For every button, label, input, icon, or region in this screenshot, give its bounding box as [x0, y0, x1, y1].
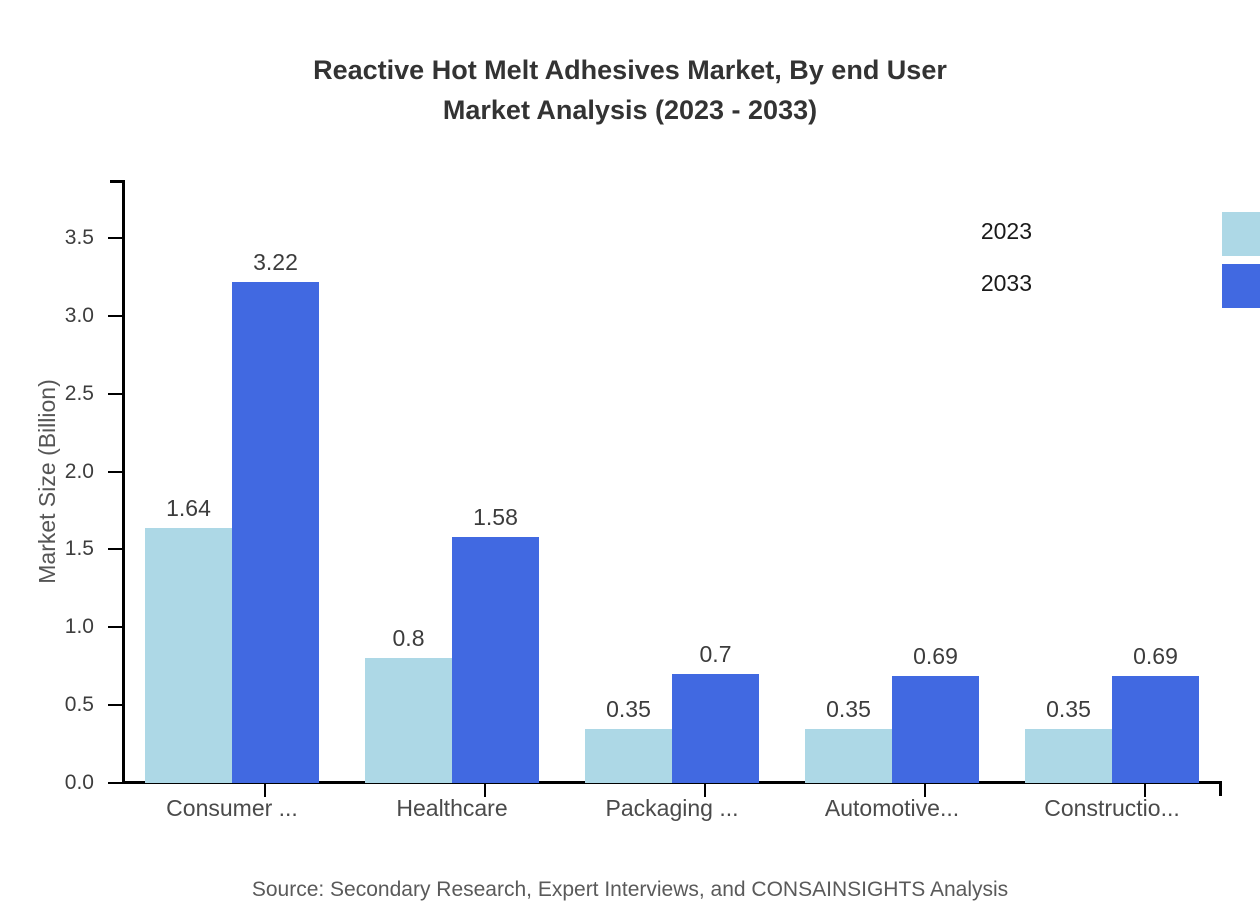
- bar-2023-0[interactable]: [145, 527, 232, 783]
- y-tick-label-7: 3.5: [64, 226, 94, 249]
- y-tick-label-3: 1.5: [64, 537, 94, 561]
- bar-value-label-2023-2: 0.35: [606, 695, 651, 722]
- y-tick-7: [108, 237, 122, 239]
- x-tick-4: [1143, 783, 1146, 797]
- y-axis-title: Market Size (Billion): [34, 379, 60, 584]
- y-tick-2: [108, 626, 122, 629]
- bar-2023-4[interactable]: [1025, 728, 1112, 783]
- bar-2033-1[interactable]: [452, 536, 539, 783]
- y-tick-label-2: 1.0: [64, 615, 94, 639]
- bar-value-label-2033-3: 0.69: [913, 642, 958, 669]
- bar-value-label-2023-0: 1.64: [166, 494, 211, 521]
- bar-2033-0[interactable]: [232, 281, 319, 783]
- y-tick-6: [108, 314, 122, 317]
- x-tick-label-2: Packaging ...: [605, 795, 739, 821]
- legend-swatch-2023: [1222, 212, 1260, 256]
- y-tick-4: [108, 470, 122, 473]
- bar-2033-3[interactable]: [892, 675, 979, 783]
- bar-value-label-2033-0: 3.22: [253, 248, 298, 275]
- page-title: Reactive Hot Melt Adhesives Market, By e…: [0, 50, 1260, 130]
- y-axis-top-cap: [110, 180, 125, 183]
- bar-value-label-2033-2: 0.7: [699, 641, 732, 667]
- y-tick-5: [108, 392, 122, 395]
- x-tick-label-1: Healthcare: [396, 795, 508, 821]
- bar-2033-4[interactable]: [1112, 675, 1199, 783]
- y-tick-label-0: 0.0: [64, 771, 94, 794]
- bar-value-label-2033-1: 1.58: [473, 503, 518, 530]
- chart-title-line-2: Market Analysis (2023 - 2033): [442, 95, 818, 125]
- bar-2023-3[interactable]: [805, 728, 892, 783]
- chart-title-line-1: Reactive Hot Melt Adhesives Market, By e…: [313, 55, 947, 85]
- source-note: Source: Secondary Research, Expert Inter…: [251, 878, 1009, 901]
- y-tick-3: [108, 548, 122, 551]
- bar-value-label-2023-4: 0.35: [1046, 695, 1091, 722]
- y-tick-label-1: 0.5: [64, 693, 94, 717]
- y-tick-0: [108, 782, 122, 784]
- x-tick-0: [263, 783, 266, 797]
- bar-2023-2[interactable]: [585, 728, 672, 783]
- bar-2033-2[interactable]: [672, 674, 759, 783]
- x-tick-1: [483, 783, 486, 797]
- x-tick-2: [703, 783, 706, 797]
- x-tick-3: [923, 783, 926, 797]
- y-tick-label-6: 3.0: [64, 303, 94, 327]
- y-tick-1: [108, 704, 122, 707]
- legend-label-2023: 2023: [980, 218, 1032, 244]
- bar-value-label-2033-4: 0.69: [1133, 642, 1178, 669]
- x-axis-right-cap: [1219, 781, 1222, 796]
- x-tick-label-4: Constructio...: [1044, 795, 1180, 821]
- y-tick-label-4: 2.0: [64, 459, 94, 483]
- x-tick-label-0: Consumer ...: [166, 795, 298, 821]
- bar-value-label-2023-1: 0.8: [392, 625, 425, 652]
- bar-value-label-2023-3: 0.35: [826, 695, 871, 722]
- bar-2023-1[interactable]: [365, 658, 452, 783]
- legend-label-2033: 2033: [980, 270, 1032, 296]
- y-tick-label-5: 2.5: [64, 381, 94, 405]
- x-tick-label-3: Automotive...: [824, 795, 960, 821]
- legend-swatch-2033: [1222, 264, 1260, 308]
- y-axis-spine: [122, 180, 125, 784]
